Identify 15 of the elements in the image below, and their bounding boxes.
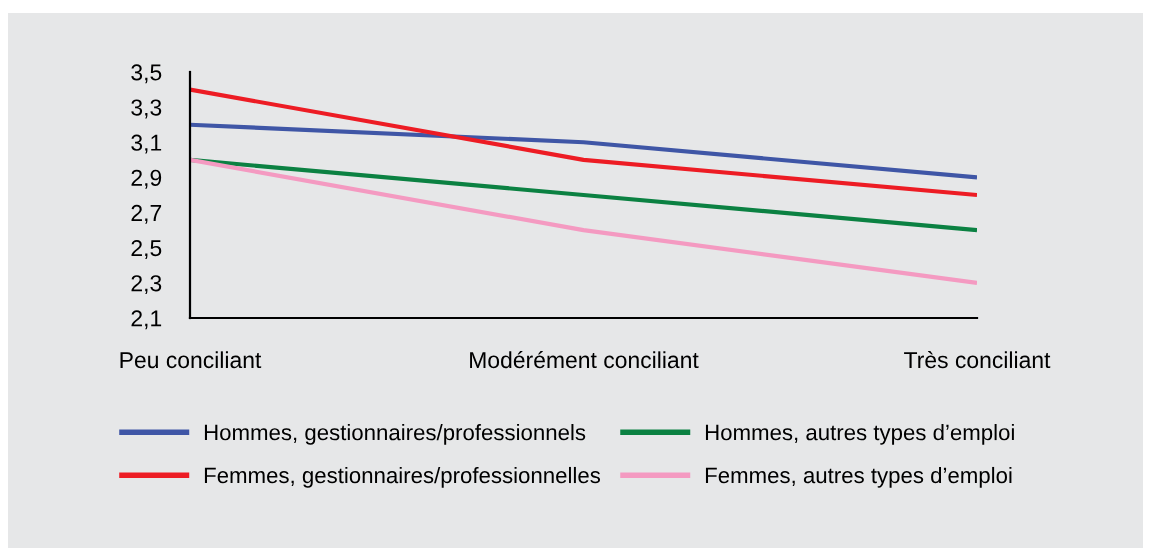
y-tick-label: 2,1: [131, 310, 162, 330]
legend-label: Femmes, autres types d’emploi: [705, 466, 1012, 488]
legend-label: Femmes, gestionnaires/professionnelles: [204, 466, 601, 488]
x-tick-label: Très conciliant: [904, 351, 1051, 369]
y-tick-label: 3,3: [131, 99, 162, 119]
y-tick-label: 2,5: [131, 240, 162, 259]
y-tick-label: 2,3: [131, 275, 162, 295]
y-tick-label: 2,9: [131, 169, 162, 189]
legend-label: Hommes, gestionnaires/professionnels: [204, 424, 586, 445]
y-tick-label: 2,7: [131, 204, 162, 224]
legend-label: Hommes, autres types d’emploi: [705, 424, 1014, 445]
y-tick-label: 3,5: [131, 64, 162, 84]
x-tick-label: Modérément conciliant: [470, 351, 699, 369]
x-tick-label: Peu conciliant: [120, 351, 262, 369]
y-tick-label: 3,1: [131, 134, 162, 154]
